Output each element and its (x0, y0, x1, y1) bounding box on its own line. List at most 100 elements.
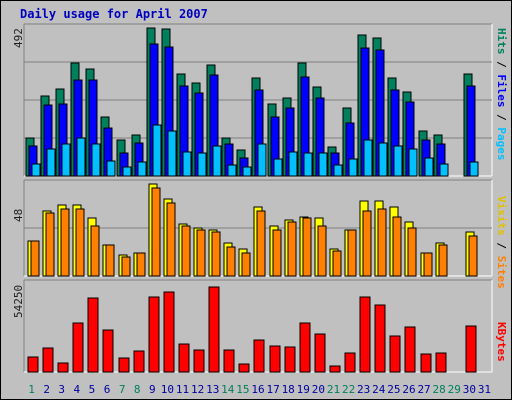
pages-bar-day-15 (242, 166, 252, 177)
pages-bar-day-7 (122, 166, 132, 177)
kbytes-bar-day-16 (253, 339, 265, 373)
kbytes-bar-day-25 (389, 335, 401, 373)
day-label-22: 22 (342, 383, 355, 396)
day-label-26: 26 (402, 383, 415, 396)
day-label-31: 31 (478, 383, 491, 396)
sites-bar-day-28 (438, 244, 448, 277)
kbytes-bar-day-2 (42, 347, 54, 373)
day-label-9: 9 (149, 383, 156, 396)
legend-hits: Hits (495, 28, 508, 55)
day-label-8: 8 (134, 383, 141, 396)
day-label-18: 18 (282, 383, 295, 396)
kbytes-bar-day-5 (87, 297, 99, 373)
kbytes-bar-day-10 (163, 291, 175, 373)
day-label-30: 30 (463, 383, 476, 396)
sites-bar-day-25 (392, 216, 402, 277)
pages-bar-day-1 (31, 163, 41, 177)
kbytes-bar-day-12 (193, 349, 205, 373)
pages-bar-day-30 (469, 161, 479, 177)
pages-bar-day-6 (106, 160, 116, 177)
pages-bar-day-25 (393, 145, 403, 177)
kbytes-bar-day-8 (133, 350, 145, 373)
sites-bar-day-18 (287, 221, 297, 277)
sites-bar-day-1 (30, 240, 40, 277)
sites-bar-day-16 (256, 210, 266, 277)
day-label-4: 4 (74, 383, 81, 396)
sites-bar-day-21 (332, 250, 342, 277)
sites-bar-day-14 (226, 246, 236, 277)
pages-bar-day-4 (76, 137, 86, 177)
legend-sep-3: / (495, 235, 508, 256)
sites-bar-day-6 (105, 244, 115, 277)
sites-bar-day-9 (151, 187, 161, 277)
kbytes-bar-day-11 (178, 343, 190, 373)
pages-bar-day-2 (46, 148, 56, 177)
sites-bar-day-26 (407, 227, 417, 277)
day-label-25: 25 (387, 383, 400, 396)
kbytes-bar-day-3 (57, 362, 69, 373)
pages-bar-day-8 (137, 161, 147, 177)
day-label-3: 3 (58, 383, 65, 396)
kbytes-ymax-label: 54250 (12, 284, 25, 318)
day-label-2: 2 (43, 383, 50, 396)
pages-bar-day-24 (378, 142, 388, 177)
day-label-23: 23 (357, 383, 370, 396)
pages-bar-day-27 (424, 157, 434, 177)
day-label-27: 27 (417, 383, 430, 396)
pages-bar-day-26 (408, 148, 418, 177)
day-label-5: 5 (89, 383, 96, 396)
sites-bar-day-13 (211, 231, 221, 277)
kbytes-bar-day-18 (284, 346, 296, 373)
sites-bar-day-5 (90, 225, 100, 277)
kbytes-bar-day-19 (299, 322, 311, 373)
pages-bar-day-16 (257, 143, 267, 177)
legend-sep-2: / (495, 107, 508, 128)
legend-visits-sites: Visits / Sites (495, 196, 508, 289)
sites-bar-day-22 (347, 229, 357, 277)
day-label-7: 7 (119, 383, 126, 396)
kbytes-bar-day-21 (329, 365, 341, 373)
day-label-29: 29 (448, 383, 461, 396)
kbytes-bar-day-27 (420, 353, 432, 373)
day-axis-labels: 1 2 3 4 5 6 7 8 9 10 11 12 13 14 15 16 17 18 19 20 21 22 23 24 2… (28, 383, 491, 396)
legend-files: Files (495, 74, 508, 108)
pages-bar-day-3 (61, 143, 71, 177)
pages-bar-day-22 (348, 158, 358, 177)
sites-bar-day-20 (317, 225, 327, 277)
pages-bar-day-21 (333, 164, 343, 177)
sites-bar-day-23 (362, 210, 372, 277)
legend-kbytes-text: KBytes (495, 322, 508, 362)
pages-bar-day-20 (318, 152, 328, 177)
sites-bar-day-10 (166, 202, 176, 277)
pages-bar-day-13 (212, 145, 222, 177)
kbytes-bar-day-22 (344, 352, 356, 373)
kbytes-bar-day-30 (465, 325, 477, 373)
kbytes-bar-day-15 (238, 363, 250, 373)
pages-bar-day-23 (363, 139, 373, 177)
pages-bar-day-28 (439, 163, 449, 177)
legend-visits: Visits (495, 196, 508, 236)
pages-bar-day-14 (227, 164, 237, 177)
sites-bar-day-2 (45, 212, 55, 277)
sites-bar-day-7 (121, 256, 131, 277)
kbytes-bar-day-26 (404, 326, 416, 373)
legend-kbytes: KBytes (495, 322, 508, 362)
day-label-11: 11 (176, 383, 189, 396)
sites-bar-day-17 (272, 229, 282, 277)
sites-bar-day-4 (75, 208, 85, 277)
kbytes-bar-day-13 (208, 286, 220, 373)
day-label-1: 1 (28, 383, 35, 396)
kbytes-bar-day-6 (102, 329, 114, 373)
hits-ymax-label: 492 (12, 28, 25, 48)
sites-bar-day-24 (377, 208, 387, 277)
day-label-19: 19 (297, 383, 310, 396)
legend-hits-files-pages: Hits / Files / Pages (495, 28, 508, 161)
pages-bar-day-11 (182, 151, 192, 177)
kbytes-bar-day-23 (359, 296, 371, 373)
kbytes-bar-day-20 (314, 333, 326, 373)
kbytes-panel (23, 279, 493, 373)
sites-bar-day-19 (302, 217, 312, 277)
day-label-12: 12 (191, 383, 204, 396)
day-label-14: 14 (221, 383, 235, 396)
